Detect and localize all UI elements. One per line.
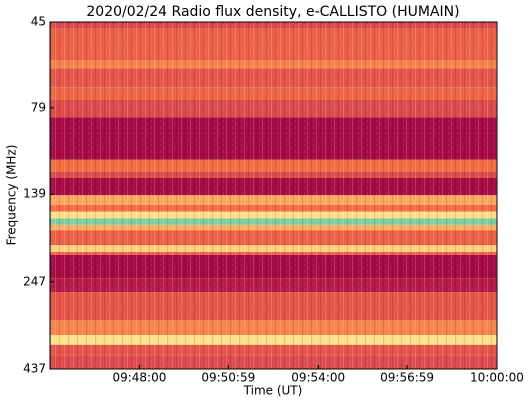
intensity-band xyxy=(50,218,497,225)
intensity-band xyxy=(50,204,497,212)
intensity-band xyxy=(50,99,497,118)
x-tick-label: 09:54:00 xyxy=(291,371,345,385)
intensity-band xyxy=(50,211,497,219)
intensity-band xyxy=(50,171,497,178)
intensity-band xyxy=(50,60,497,69)
intensity-band xyxy=(50,319,497,336)
intensity-band xyxy=(50,335,497,345)
chart-title: 2020/02/24 Radio flux density, e-CALLIST… xyxy=(86,4,459,20)
intensity-band xyxy=(50,355,497,369)
x-tick-label: 09:56:59 xyxy=(380,371,434,385)
intensity-band xyxy=(50,230,497,246)
intensity-band xyxy=(50,177,497,196)
y-tick-label: 79 xyxy=(31,100,46,114)
intensity-band xyxy=(50,68,497,88)
intensity-band xyxy=(50,251,497,255)
intensity-band xyxy=(50,245,497,252)
intensity-band xyxy=(50,22,497,29)
intensity-band xyxy=(50,278,497,293)
x-axis-label: Time (UT) xyxy=(243,384,303,398)
intensity-band xyxy=(50,254,497,279)
intensity-band xyxy=(50,159,497,172)
intensity-band xyxy=(50,28,497,61)
intensity-band xyxy=(50,224,497,231)
x-tick-label: 09:50:59 xyxy=(201,371,255,385)
x-tick-label: 09:48:00 xyxy=(112,371,166,385)
y-tick-label: 45 xyxy=(31,15,46,29)
y-tick-label: 437 xyxy=(23,362,46,376)
plot-area xyxy=(50,22,497,369)
y-tick-label: 139 xyxy=(23,187,46,201)
intensity-band xyxy=(50,117,497,160)
intensity-band xyxy=(50,344,497,356)
y-tick-label: 247 xyxy=(23,274,46,288)
x-tick-label: 10:00:00 xyxy=(470,371,524,385)
intensity-band xyxy=(50,195,497,205)
y-axis-label: Frequency (MHz) xyxy=(5,145,19,246)
intensity-band xyxy=(50,292,497,320)
intensity-band xyxy=(50,87,497,100)
plot-frame xyxy=(49,21,498,370)
